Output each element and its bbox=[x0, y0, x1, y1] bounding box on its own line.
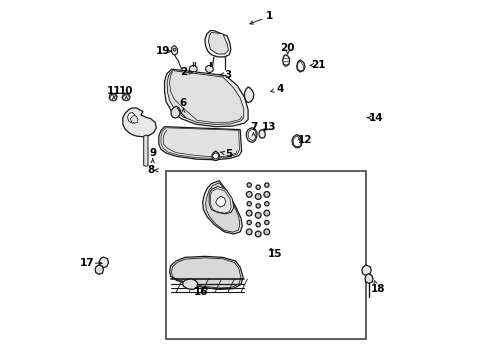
Text: 8: 8 bbox=[147, 165, 154, 175]
Circle shape bbox=[246, 220, 251, 225]
Circle shape bbox=[255, 231, 261, 237]
Polygon shape bbox=[208, 32, 228, 54]
Polygon shape bbox=[167, 71, 244, 125]
Text: 15: 15 bbox=[267, 249, 282, 259]
Text: 6: 6 bbox=[179, 98, 186, 108]
Polygon shape bbox=[215, 196, 225, 207]
Polygon shape bbox=[159, 127, 241, 160]
Polygon shape bbox=[171, 46, 177, 55]
Circle shape bbox=[264, 210, 269, 216]
Polygon shape bbox=[244, 87, 253, 103]
Polygon shape bbox=[109, 94, 117, 101]
Polygon shape bbox=[95, 265, 103, 274]
Polygon shape bbox=[210, 189, 231, 213]
Polygon shape bbox=[171, 106, 180, 118]
Polygon shape bbox=[204, 31, 230, 57]
Polygon shape bbox=[122, 108, 156, 137]
Text: 20: 20 bbox=[280, 42, 294, 53]
Circle shape bbox=[246, 210, 251, 216]
Circle shape bbox=[256, 222, 260, 227]
Polygon shape bbox=[161, 128, 239, 158]
Text: 7: 7 bbox=[249, 122, 257, 132]
Polygon shape bbox=[182, 279, 197, 289]
Text: 2: 2 bbox=[179, 67, 186, 77]
Text: 1: 1 bbox=[265, 11, 273, 21]
Polygon shape bbox=[296, 60, 305, 72]
Circle shape bbox=[264, 229, 269, 235]
Text: 16: 16 bbox=[194, 287, 208, 297]
Circle shape bbox=[246, 183, 251, 187]
Circle shape bbox=[264, 192, 269, 197]
Polygon shape bbox=[110, 95, 116, 101]
Text: 3: 3 bbox=[224, 69, 231, 80]
Polygon shape bbox=[99, 257, 108, 268]
Text: 10: 10 bbox=[119, 86, 133, 96]
Polygon shape bbox=[297, 61, 303, 71]
Polygon shape bbox=[169, 256, 243, 289]
Text: 19: 19 bbox=[156, 46, 170, 56]
Circle shape bbox=[264, 202, 268, 206]
Circle shape bbox=[256, 204, 260, 208]
Polygon shape bbox=[247, 130, 256, 140]
Polygon shape bbox=[122, 94, 130, 101]
Polygon shape bbox=[205, 183, 239, 232]
Polygon shape bbox=[361, 265, 370, 276]
Text: 11: 11 bbox=[106, 86, 121, 96]
Text: 5: 5 bbox=[224, 149, 232, 159]
Text: 9: 9 bbox=[149, 148, 156, 158]
Polygon shape bbox=[203, 181, 242, 234]
Polygon shape bbox=[282, 55, 289, 66]
Polygon shape bbox=[171, 258, 241, 288]
Circle shape bbox=[246, 229, 251, 235]
Polygon shape bbox=[127, 112, 136, 123]
Circle shape bbox=[255, 194, 261, 199]
Text: 14: 14 bbox=[368, 113, 383, 123]
Polygon shape bbox=[205, 66, 213, 73]
Text: 4: 4 bbox=[276, 84, 283, 94]
Bar bbox=[166, 171, 365, 339]
Text: 21: 21 bbox=[310, 60, 325, 70]
Polygon shape bbox=[122, 95, 129, 101]
Polygon shape bbox=[212, 151, 219, 161]
Polygon shape bbox=[246, 128, 257, 142]
Polygon shape bbox=[291, 135, 302, 148]
Circle shape bbox=[264, 220, 268, 225]
Circle shape bbox=[212, 153, 218, 159]
Polygon shape bbox=[365, 274, 372, 283]
Circle shape bbox=[246, 192, 251, 197]
Text: 18: 18 bbox=[370, 284, 384, 294]
Text: 17: 17 bbox=[80, 258, 94, 268]
Polygon shape bbox=[130, 115, 138, 123]
Text: 13: 13 bbox=[261, 122, 275, 132]
Polygon shape bbox=[143, 135, 148, 166]
Circle shape bbox=[246, 202, 251, 206]
Text: 12: 12 bbox=[297, 135, 312, 145]
Circle shape bbox=[173, 48, 176, 51]
Polygon shape bbox=[292, 136, 301, 147]
Circle shape bbox=[256, 185, 260, 189]
Polygon shape bbox=[189, 66, 197, 73]
Circle shape bbox=[255, 212, 261, 218]
Polygon shape bbox=[258, 130, 265, 138]
Polygon shape bbox=[209, 186, 233, 214]
Circle shape bbox=[264, 183, 268, 187]
Polygon shape bbox=[164, 69, 247, 127]
